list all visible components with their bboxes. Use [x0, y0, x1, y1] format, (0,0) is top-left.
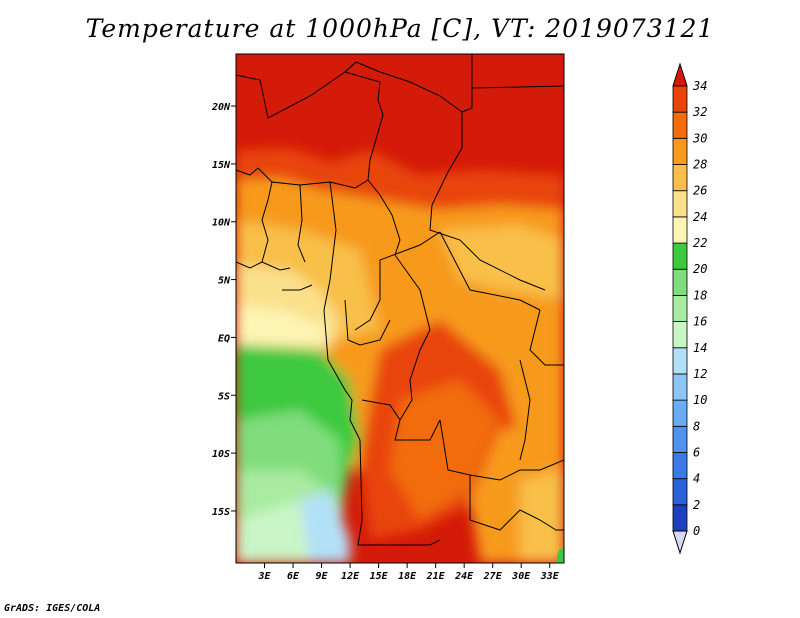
colorbar-max-arrow — [672, 62, 688, 87]
lat-tick-label: 5N — [218, 276, 231, 287]
colorbar-label: 34 — [692, 79, 707, 93]
colorbar-segment — [672, 216, 688, 244]
lat-tick-label: 5S — [218, 391, 230, 402]
colorbar-segment — [672, 399, 688, 427]
lat-tick-label: EQ — [218, 333, 230, 344]
longitude-axis: 3E 6E 9E 12E 15E 18E 21E 24E 27E 30E 33E — [257, 563, 560, 582]
colorbar-label: 26 — [693, 184, 707, 198]
colorbar-segment — [672, 137, 688, 165]
colorbar-segment — [672, 111, 688, 139]
lon-tick-label: 33E — [540, 571, 560, 582]
temperature-field — [236, 54, 564, 563]
colorbar-label: 18 — [693, 288, 707, 302]
lon-tick-label: 27E — [483, 571, 503, 582]
lon-tick-label: 24E — [454, 571, 474, 582]
chart-title: Temperature at 1000hPa [C], VT: 20190731… — [85, 14, 715, 43]
lon-tick-label: 6E — [287, 571, 300, 582]
colorbar-label: 12 — [693, 367, 707, 381]
colorbar-label: 0 — [693, 524, 700, 538]
lon-tick-label: 15E — [370, 571, 389, 582]
colorbar-segment — [672, 321, 688, 349]
colorbar-segment — [672, 347, 688, 375]
colorbar-label: 8 — [693, 419, 700, 433]
latitude-axis: 20N 15N 10N 5N EQ 5S 10S 15S — [211, 102, 236, 518]
lat-tick-label: 10S — [212, 449, 230, 460]
colorbar-label: 4 — [693, 472, 700, 486]
colorbar-label: 20 — [693, 262, 707, 276]
lat-tick-label: 15S — [212, 507, 230, 518]
lon-tick-label: 21E — [426, 571, 446, 582]
lon-tick-label: 30E — [511, 571, 531, 582]
colorbar-label: 30 — [692, 131, 707, 145]
colorbar-label: 32 — [692, 105, 707, 119]
lon-tick-label: 9E — [316, 571, 329, 582]
country-borders — [236, 54, 564, 546]
colorbar-segment — [672, 452, 688, 480]
colorbar-segment — [672, 268, 688, 296]
lon-tick-label: 12E — [341, 571, 360, 582]
lon-tick-label: 3E — [257, 571, 271, 582]
colorbar-label: 10 — [693, 393, 707, 407]
lon-tick-label: 18E — [398, 571, 417, 582]
colorbar-label: 16 — [693, 315, 707, 329]
colorbar-segment — [672, 373, 688, 401]
colorbar-segment — [672, 164, 688, 192]
lat-tick-label: 10N — [212, 218, 231, 229]
colorbar-segment — [672, 425, 688, 453]
colorbar-segment — [672, 85, 688, 113]
colorbar-label: 22 — [693, 236, 707, 250]
colorbar-segment — [672, 295, 688, 322]
map-frame — [235, 53, 565, 564]
colorbar-label: 24 — [693, 210, 707, 224]
colorbar-label: 14 — [693, 341, 707, 355]
colorbar-segment — [672, 242, 688, 270]
colorbar-segment — [672, 504, 688, 532]
colorbar-label: 2 — [693, 498, 700, 512]
lat-tick-label: 15N — [212, 160, 231, 171]
colorbar-label: 28 — [693, 158, 707, 172]
lat-tick-label: 20N — [211, 102, 231, 113]
colorbar-segment — [672, 190, 688, 218]
colorbar-min-arrow — [672, 530, 688, 555]
colorbar-segment — [672, 478, 688, 506]
footer-credit: GrADS: IGES/COLA — [4, 603, 101, 614]
colorbar-label: 6 — [693, 445, 700, 459]
